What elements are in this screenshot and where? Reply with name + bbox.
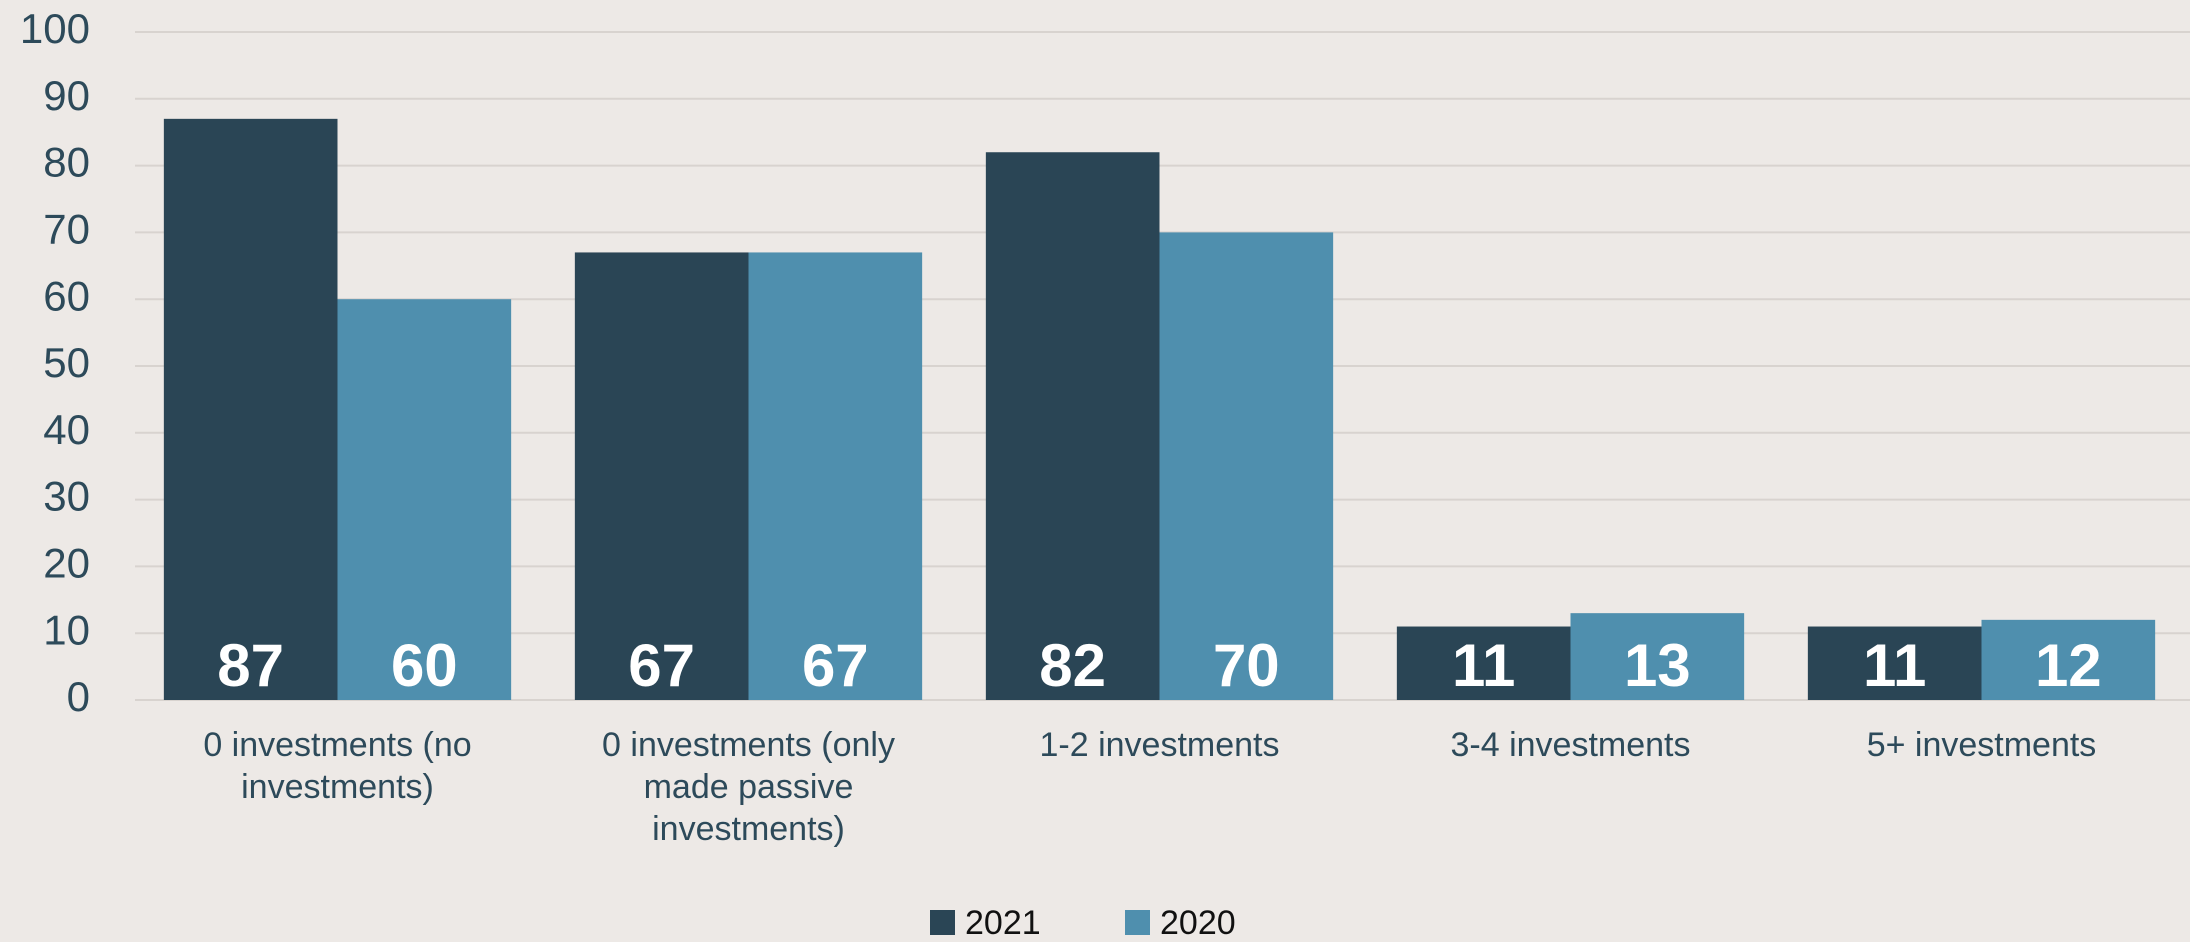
bar	[985, 152, 1160, 701]
y-tick-label: 20	[43, 539, 90, 586]
y-tick-label: 100	[20, 5, 90, 52]
x-tick-label: 3-4 investments	[1450, 726, 1691, 764]
y-tick-label: 50	[43, 339, 90, 386]
y-tick-label: 60	[43, 272, 90, 319]
x-tick-label: 1-2 investments	[1039, 726, 1280, 764]
data-label: 67	[628, 632, 695, 699]
y-tick-label: 0	[67, 673, 90, 720]
data-label: 60	[391, 632, 458, 699]
legend-swatch	[930, 910, 955, 935]
legend-swatch	[1125, 910, 1150, 935]
data-label: 67	[802, 632, 869, 699]
bar	[1570, 613, 1745, 700]
y-tick-label: 30	[43, 473, 90, 520]
data-label: 12	[2035, 632, 2102, 699]
x-tick-label: 5+ investments	[1866, 726, 2097, 764]
y-tick-label: 40	[43, 406, 90, 453]
bar	[748, 252, 923, 700]
legend-label: 2020	[1160, 904, 1236, 942]
bar	[163, 118, 338, 701]
bar	[574, 252, 749, 700]
bar	[1981, 619, 2156, 700]
data-label: 11	[1452, 632, 1515, 699]
bar	[337, 299, 512, 700]
legend-label: 2021	[965, 904, 1041, 942]
bar	[1807, 626, 1982, 700]
y-tick-label: 10	[43, 606, 90, 653]
x-tick-label: 0 investments (only made passive investm…	[602, 726, 895, 848]
bar	[1396, 626, 1571, 700]
x-tick-label: 0 investments (no investments)	[203, 726, 472, 806]
y-tick-label: 90	[43, 72, 90, 119]
data-label: 11	[1863, 632, 1926, 699]
bar	[1159, 232, 1334, 700]
y-tick-label: 80	[43, 139, 90, 186]
y-tick-label: 70	[43, 205, 90, 252]
data-label: 87	[217, 632, 284, 699]
data-label: 82	[1039, 632, 1106, 699]
data-label: 70	[1213, 632, 1280, 699]
data-label: 13	[1624, 632, 1691, 699]
